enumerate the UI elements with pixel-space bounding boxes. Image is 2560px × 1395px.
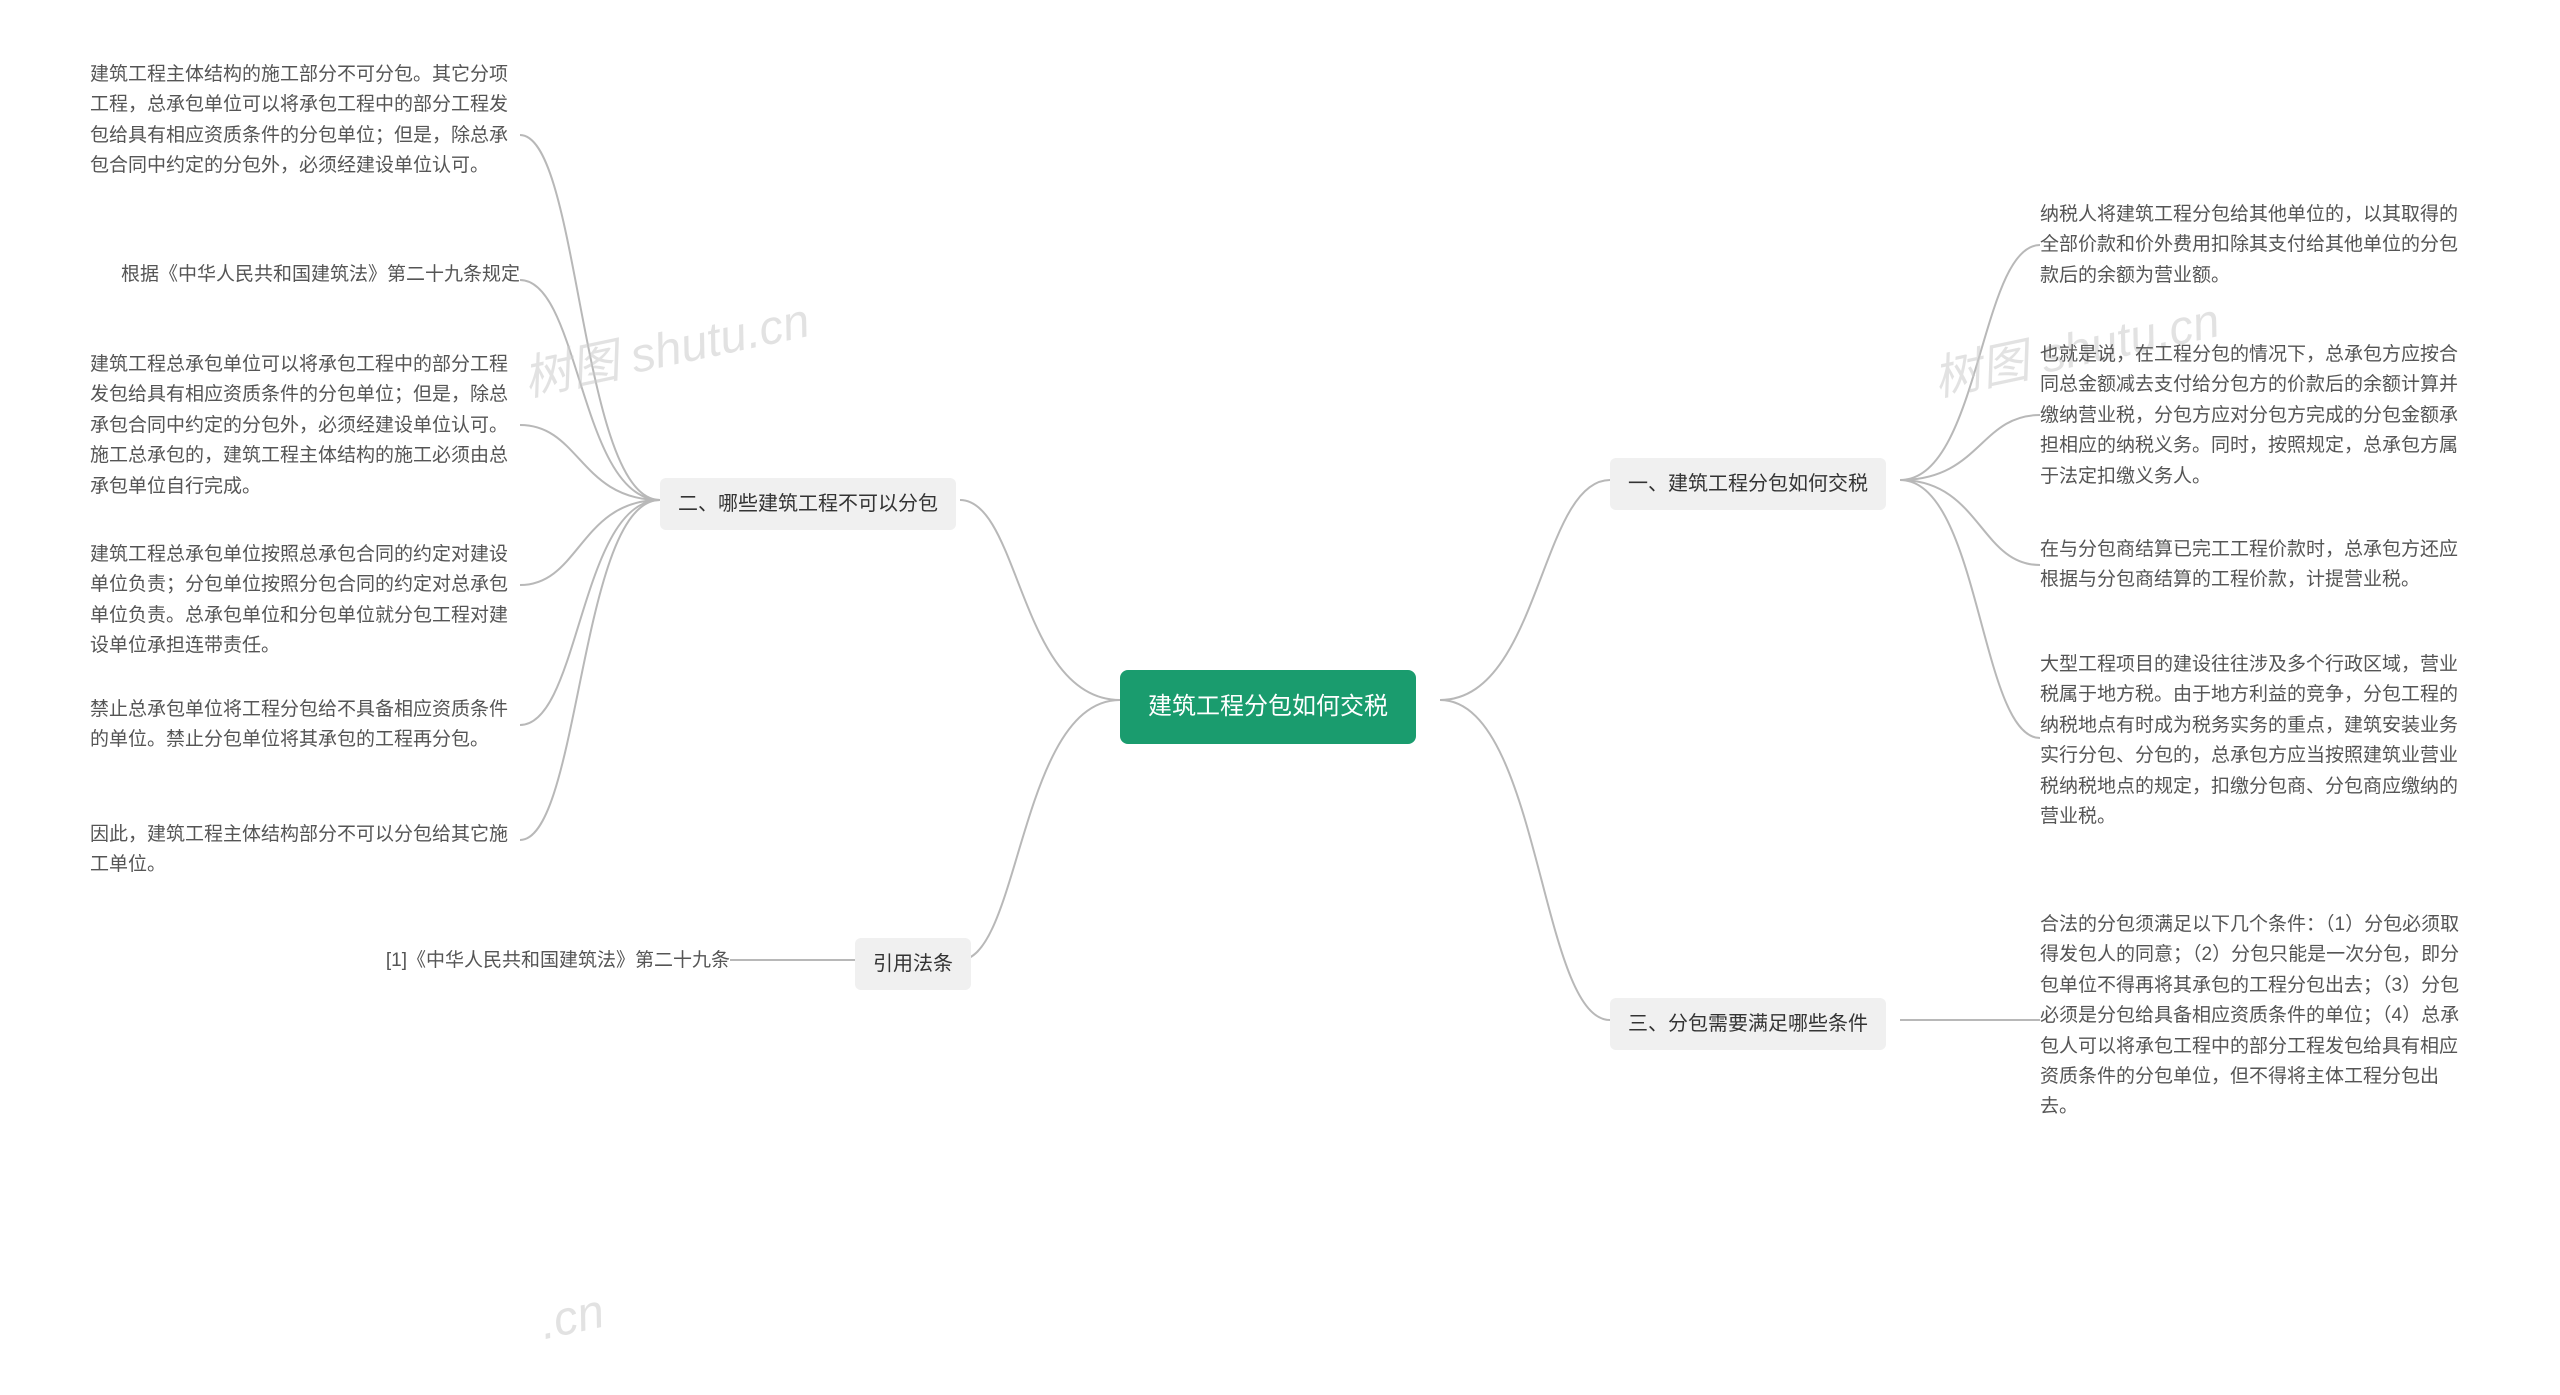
branch-3: 三、分包需要满足哪些条件 <box>1610 998 1886 1050</box>
leaf-b1-1: 纳税人将建筑工程分包给其他单位的，以其取得的全部价款和价外费用扣除其支付给其他单… <box>2040 200 2470 291</box>
leaf-b1-3: 在与分包商结算已完工工程价款时，总承包方还应根据与分包商结算的工程价款，计提营业… <box>2040 535 2470 596</box>
leaf-b3-1: 合法的分包须满足以下几个条件：（1）分包必须取得发包人的同意；（2）分包只能是一… <box>2040 910 2470 1123</box>
leaf-b2-2: 根据《中华人民共和国建筑法》第二十九条规定 <box>121 260 520 290</box>
branch-4: 引用法条 <box>855 938 971 990</box>
watermark: .cn <box>535 1284 609 1351</box>
leaf-b1-4: 大型工程项目的建设往往涉及多个行政区域，营业税属于地方税。由于地方利益的竞争，分… <box>2040 650 2470 832</box>
leaf-b2-5: 禁止总承包单位将工程分包给不具备相应资质条件的单位。禁止分包单位将其承包的工程再… <box>90 695 520 756</box>
branch-2: 二、哪些建筑工程不可以分包 <box>660 478 956 530</box>
root-node: 建筑工程分包如何交税 <box>1120 670 1416 744</box>
leaf-b2-6: 因此，建筑工程主体结构部分不可以分包给其它施工单位。 <box>90 820 520 881</box>
leaf-b2-4: 建筑工程总承包单位按照总承包合同的约定对建设单位负责；分包单位按照分包合同的约定… <box>90 540 520 662</box>
branch-1: 一、建筑工程分包如何交税 <box>1610 458 1886 510</box>
leaf-b4-1: [1]《中华人民共和国建筑法》第二十九条 <box>386 946 730 976</box>
leaf-b1-2: 也就是说，在工程分包的情况下，总承包方应按合同总金额减去支付给分包方的价款后的余… <box>2040 340 2470 492</box>
leaf-b2-3: 建筑工程总承包单位可以将承包工程中的部分工程发包给具有相应资质条件的分包单位；但… <box>90 350 520 502</box>
leaf-b2-1: 建筑工程主体结构的施工部分不可分包。其它分项工程，总承包单位可以将承包工程中的部… <box>90 60 520 182</box>
watermark: 树图 shutu.cn <box>516 281 815 410</box>
